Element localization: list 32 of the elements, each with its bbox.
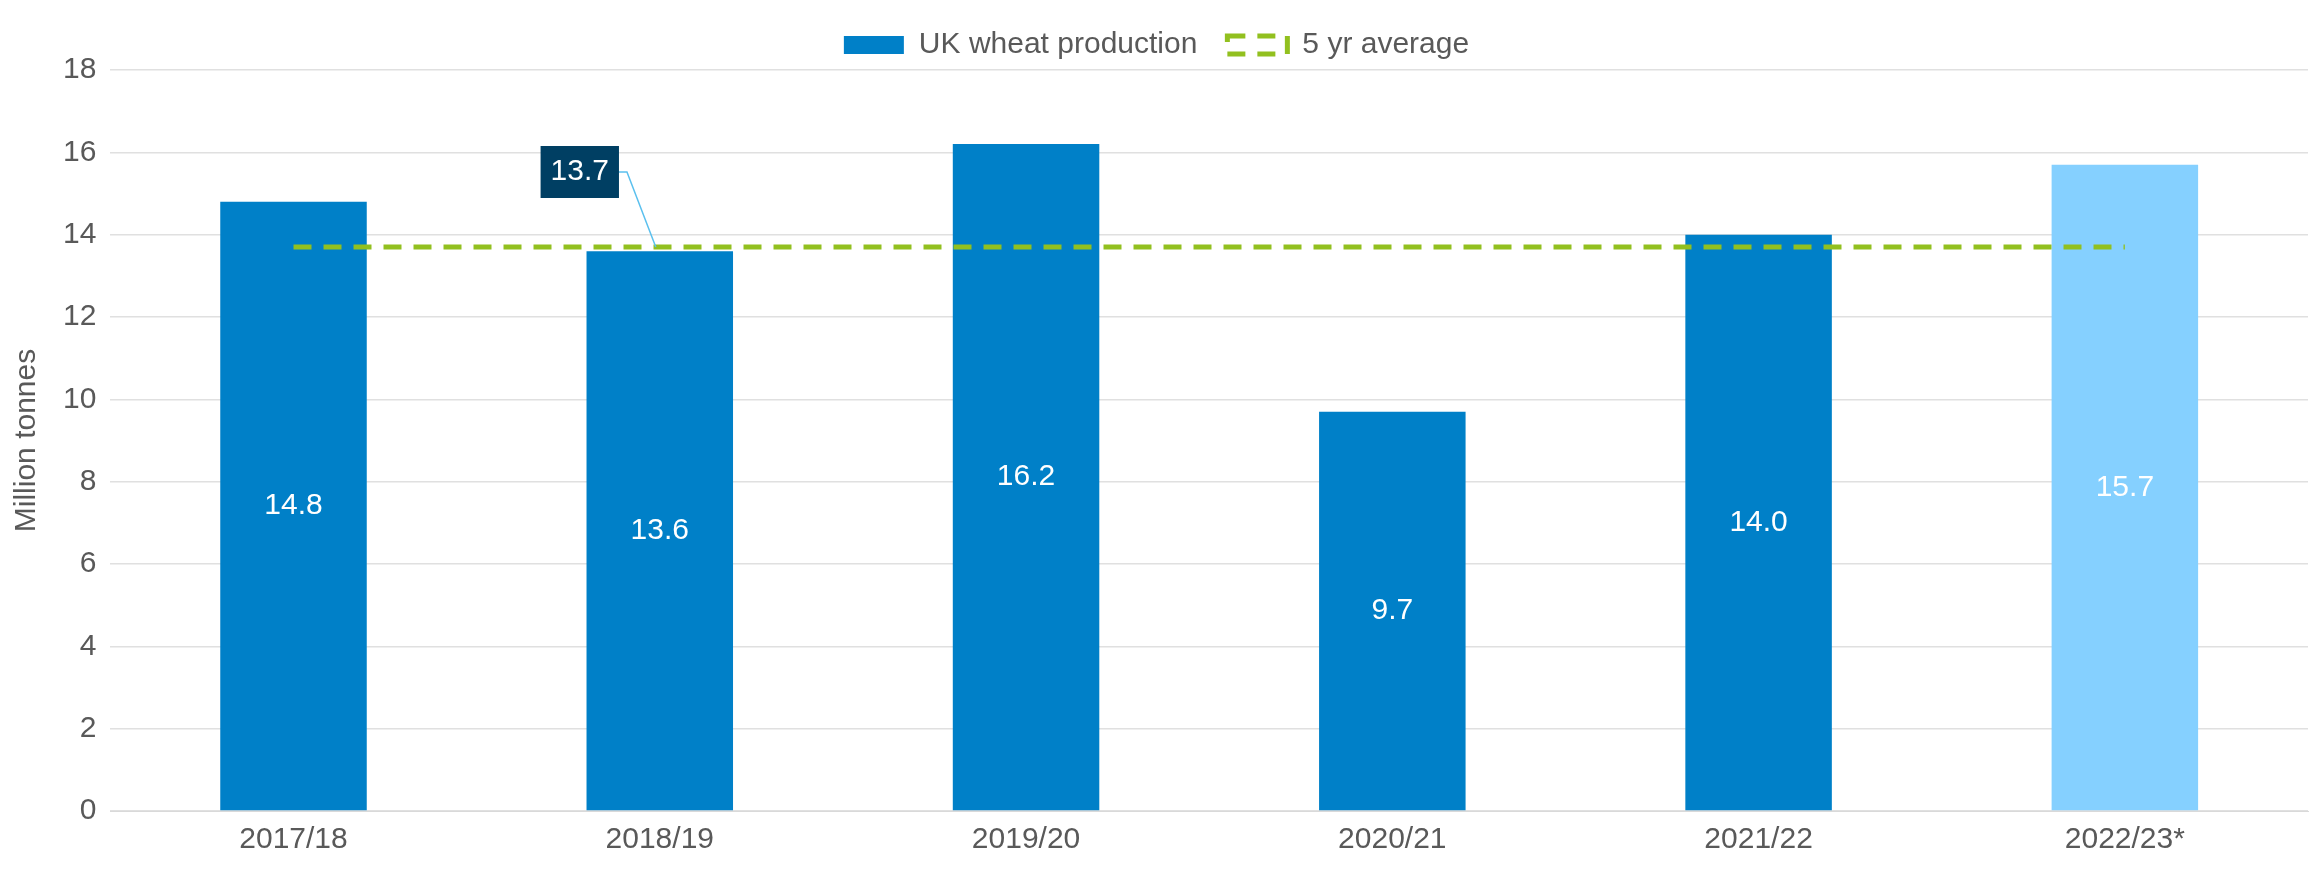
x-tick-label: 2022/23* xyxy=(2064,821,2186,855)
bar xyxy=(952,144,1100,811)
y-tick-label: 2 xyxy=(79,709,97,743)
y-tick-label: 4 xyxy=(79,627,97,661)
y-tick-label: 6 xyxy=(79,545,97,579)
y-tick-label: 12 xyxy=(62,298,97,332)
y-tick-label: 18 xyxy=(62,51,97,85)
legend-label: UK wheat production xyxy=(918,26,1198,60)
data-label: 9.7 xyxy=(1371,592,1414,626)
x-tick-label: 2020/21 xyxy=(1338,821,1447,855)
y-tick-label: 16 xyxy=(62,133,97,167)
x-tick-label: 2021/22 xyxy=(1704,821,1813,855)
bar xyxy=(1319,411,1466,811)
data-label: 13.6 xyxy=(630,511,689,545)
bar xyxy=(586,251,734,811)
y-tick-label: 10 xyxy=(62,380,97,414)
y-tick-label: 0 xyxy=(79,792,97,826)
annotation: 13.7 xyxy=(550,153,609,187)
x-tick-label: 2018/19 xyxy=(605,821,714,855)
y-axis-title: Million tonnes xyxy=(8,348,42,533)
bar xyxy=(2051,164,2199,811)
x-tick-label: 2017/18 xyxy=(239,821,348,855)
legend-label: 5 yr average xyxy=(1302,26,1470,60)
y-tick-label: 8 xyxy=(79,462,97,496)
y-tick-label: 14 xyxy=(62,215,97,249)
x-tick-label: 2019/20 xyxy=(971,821,1081,855)
data-label: 15.7 xyxy=(2095,468,2155,502)
bar xyxy=(220,201,367,811)
data-label: 14.8 xyxy=(264,487,323,521)
data-label: 16.2 xyxy=(996,458,1056,492)
data-label: 14.0 xyxy=(1729,503,1788,537)
bar xyxy=(1685,234,1832,811)
